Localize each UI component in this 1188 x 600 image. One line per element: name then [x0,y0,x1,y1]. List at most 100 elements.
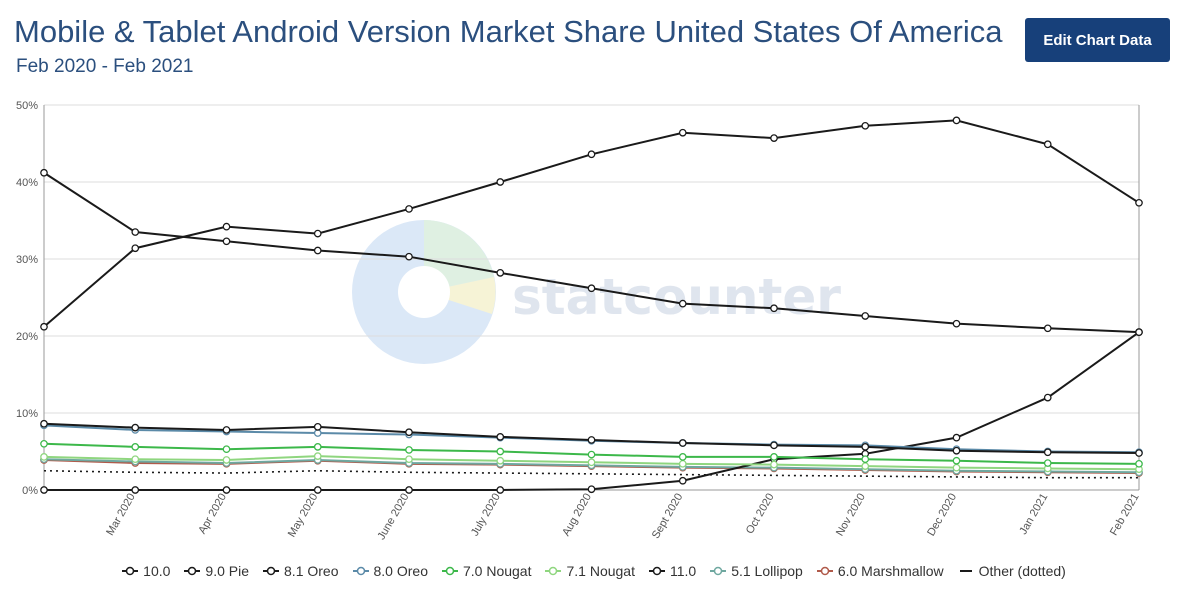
data-point [496,178,505,186]
data-point [861,462,870,470]
data-point [587,150,596,159]
data-point [1135,328,1143,336]
data-point [313,423,322,431]
data-point [405,446,413,454]
legend-label: 6.0 Marshmallow [837,563,944,579]
legend-item[interactable]: 11.0 [648,563,696,579]
data-point [313,429,322,437]
dash-line-icon [958,565,974,577]
x-tick-label: Nov 2020 [834,492,868,539]
date-range-subtitle: Feb 2020 - Feb 2021 [16,56,194,77]
data-point [1043,393,1052,402]
data-point [405,486,413,494]
legend-label: 8.0 Oreo [373,563,428,579]
data-point [405,252,413,261]
data-point [131,423,140,432]
data-point [313,443,322,451]
data-point [678,299,687,308]
data-point [222,445,231,454]
data-point [131,486,140,494]
data-point [678,476,687,485]
legend-label: 9.0 Pie [205,563,250,579]
data-point [222,426,231,434]
x-tick-label: Mar 2020 [104,492,138,538]
y-tick-label: 10% [16,408,38,420]
edit-chart-data-button[interactable]: Edit Chart Data [1025,18,1170,62]
x-tick-label: May 2020 [286,492,321,540]
data-point [222,486,231,494]
data-point [222,222,231,231]
data-point [405,455,413,464]
chart-legend: 10.0 9.0 Pie 8.1 Oreo 8.0 Oreo 7.0 Nougat 7.1… [0,563,1188,579]
data-point [40,439,48,448]
data-point [587,485,596,494]
legend-label: 10.0 [143,563,171,579]
series-line-other-dotted- [43,469,1139,479]
data-point [496,433,505,441]
data-point [587,450,596,459]
data-point [861,121,870,130]
legend-label: 8.1 Oreo [284,563,339,579]
data-point [770,453,778,461]
circle-marker-icon [816,565,833,577]
data-point [952,456,961,465]
circle-marker-icon [184,565,201,577]
page-title: Mobile & Tablet Android Version Market S… [14,14,1003,49]
data-point [131,228,140,236]
legend-item[interactable]: 8.0 Oreo [352,563,428,579]
y-tick-label: 0% [22,485,38,497]
x-tick-label: July 2020 [469,492,503,539]
circle-marker-icon [263,565,280,577]
x-tick-label: Sept 2020 [650,492,685,541]
watermark-logo-segment [424,277,496,314]
data-point [678,459,687,468]
data-point [131,455,140,464]
data-point [313,486,322,494]
circle-marker-icon [441,565,458,577]
data-point [861,443,870,451]
y-tick-label: 40% [16,177,38,189]
legend-item[interactable]: 7.1 Nougat [545,563,635,579]
legend-item[interactable]: 7.0 Nougat [441,563,531,579]
y-tick-label: 50% [16,100,38,112]
data-point [678,439,687,447]
data-point [40,322,48,331]
data-point [952,116,961,125]
data-point [496,456,505,465]
data-point [1043,324,1052,333]
legend-label: Other (dotted) [978,563,1066,579]
legend-item[interactable]: 5.1 Lollipop [710,563,803,579]
data-point [861,312,870,320]
x-tick-label: Jan 2021 [1017,492,1050,537]
data-point [313,229,322,238]
data-point [131,244,140,253]
data-point [405,428,413,437]
legend-item[interactable]: 9.0 Pie [184,563,249,579]
data-point [952,463,961,472]
data-point [1135,198,1143,207]
line-chart: statcounter 0% 10% 20% 30% 40% 50% Mar 2020 Apr … [16,100,1143,543]
data-point [405,205,413,213]
legend-item[interactable]: Other (dotted) [958,563,1066,579]
data-point [587,458,596,467]
data-point [952,433,961,442]
data-point [1135,459,1143,468]
circle-marker-icon [710,565,727,577]
data-point [40,486,48,494]
data-point [1043,459,1052,467]
legend-item[interactable]: 6.0 Marshmallow [816,563,944,579]
x-tick-label: Dec 2020 [925,492,959,539]
data-point [40,419,48,428]
circle-marker-icon [122,565,139,577]
data-point [1043,448,1052,457]
legend-item[interactable]: 10.0 [122,563,170,579]
legend-item[interactable]: 8.1 Oreo [263,563,339,579]
circle-marker-icon [648,565,665,577]
circle-marker-icon [352,565,369,577]
data-point [587,436,596,444]
x-tick-label: June 2020 [376,492,412,543]
data-point [40,168,48,177]
data-point [770,460,778,469]
data-point [222,456,231,464]
legend-label: 5.1 Lollipop [731,563,803,579]
